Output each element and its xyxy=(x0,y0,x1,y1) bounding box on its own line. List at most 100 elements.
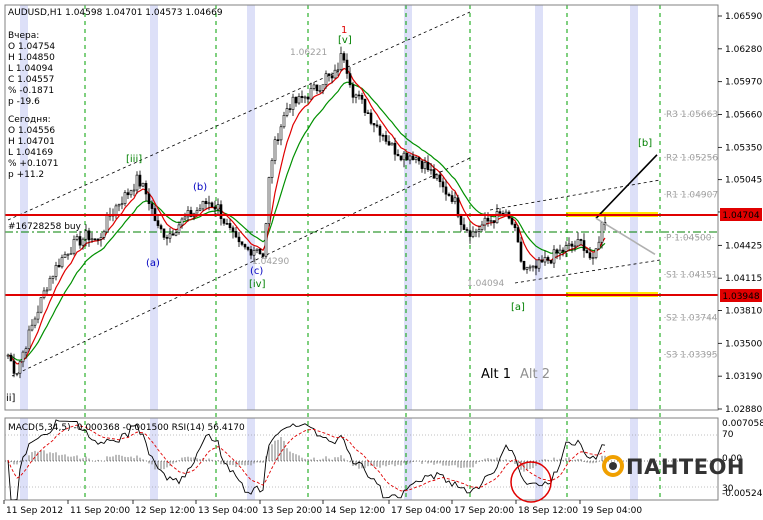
candle xyxy=(354,93,358,104)
session-band-5 xyxy=(630,5,638,410)
candle-body xyxy=(414,157,418,161)
candle xyxy=(201,200,205,212)
candle xyxy=(234,227,238,239)
candle xyxy=(171,229,175,236)
candle xyxy=(312,82,316,91)
candle xyxy=(9,352,13,362)
candle xyxy=(309,82,313,100)
wave-label-a-sq: [a] xyxy=(511,302,525,313)
wedge-lower xyxy=(514,259,661,284)
wave-label-iv: [iv] xyxy=(249,279,266,290)
candle-body xyxy=(267,177,271,225)
candle xyxy=(30,319,34,332)
resistance-price-label: 1.04704 xyxy=(722,211,759,221)
candle xyxy=(420,160,424,173)
candle xyxy=(270,158,274,184)
candle-body xyxy=(294,96,298,104)
session-band-sub-0 xyxy=(20,418,28,500)
candle-body xyxy=(189,210,193,217)
candle-body xyxy=(198,208,202,211)
candle-body xyxy=(306,96,310,100)
candle xyxy=(129,189,133,198)
candle-body xyxy=(9,354,13,362)
candle-body xyxy=(450,195,454,202)
candle xyxy=(249,245,253,260)
candle xyxy=(258,248,262,255)
candle-body xyxy=(99,237,103,240)
candle-body xyxy=(252,250,256,256)
candle-body xyxy=(420,160,424,169)
indicator-tick-0: 0.007058 xyxy=(722,419,763,429)
candle xyxy=(21,350,25,368)
candle xyxy=(462,217,466,230)
candle xyxy=(150,200,154,215)
candle-body xyxy=(381,135,385,137)
candle-body xyxy=(576,239,580,247)
pivot-label-3: P 1.04500 xyxy=(666,233,712,243)
candle xyxy=(156,214,160,229)
candle-body xyxy=(597,241,601,250)
candle xyxy=(390,142,394,146)
session-band-sub-2 xyxy=(247,418,255,500)
session-band-2 xyxy=(247,5,255,410)
candle-body xyxy=(342,53,346,61)
candle xyxy=(255,248,259,254)
candle-body xyxy=(51,275,55,279)
candle xyxy=(321,84,325,95)
candle xyxy=(558,244,562,260)
pivot-label-1: R2 1.05256 xyxy=(666,153,718,163)
candle xyxy=(195,207,199,214)
time-label-5: 14 Sep 12:00 xyxy=(325,506,385,516)
candle-body xyxy=(363,98,367,113)
chart-title: AUDUSD,H1 1.04598 1.04701 1.04573 1.0466… xyxy=(8,8,223,18)
candle-body xyxy=(411,155,415,161)
candle xyxy=(414,155,418,164)
candle xyxy=(318,85,322,94)
candle xyxy=(438,171,442,188)
candle-body xyxy=(39,297,43,313)
candles xyxy=(6,46,607,379)
info-line-3: L 1.04094 xyxy=(8,64,53,74)
info-line-2: H 1.04850 xyxy=(8,53,55,63)
candle-body xyxy=(207,202,211,205)
candle-body xyxy=(24,348,28,353)
candle-body xyxy=(483,217,487,226)
candle xyxy=(279,124,283,146)
candle-body xyxy=(174,232,178,236)
time-label-3: 13 Sep 04:00 xyxy=(198,506,258,516)
price-tick-label-1: 1.06280 xyxy=(725,45,762,55)
info-line-6: p -19.6 xyxy=(8,97,40,107)
candle-body xyxy=(216,204,220,210)
candle-body xyxy=(126,192,130,196)
candle-body xyxy=(138,174,142,187)
candle xyxy=(579,238,583,246)
candle-body xyxy=(378,125,382,136)
candle-body xyxy=(132,189,136,192)
candle xyxy=(399,155,403,162)
candle-body xyxy=(474,231,478,233)
candle xyxy=(213,200,217,217)
candle xyxy=(135,171,139,194)
wave-label-a: (a) xyxy=(146,258,160,269)
candle-body xyxy=(165,237,169,239)
candle xyxy=(69,247,73,255)
session-band-sub-3 xyxy=(404,418,412,500)
candle xyxy=(444,179,448,201)
logo-mark-icon xyxy=(602,455,624,477)
candle xyxy=(18,360,22,379)
candle xyxy=(222,218,226,226)
candle-body xyxy=(375,124,379,127)
indicator-panel-frame xyxy=(4,417,719,501)
candle-body xyxy=(465,229,469,231)
channel-upper xyxy=(7,11,471,221)
candle-body xyxy=(159,225,163,230)
time-label-2: 12 Sep 12:00 xyxy=(135,506,195,516)
candle-body xyxy=(90,238,94,241)
candle xyxy=(429,163,433,175)
candle-body xyxy=(429,169,433,171)
candle-body xyxy=(285,108,289,116)
candle xyxy=(396,149,400,157)
candle xyxy=(123,190,127,207)
candle xyxy=(333,64,337,79)
candle-body xyxy=(162,228,166,238)
